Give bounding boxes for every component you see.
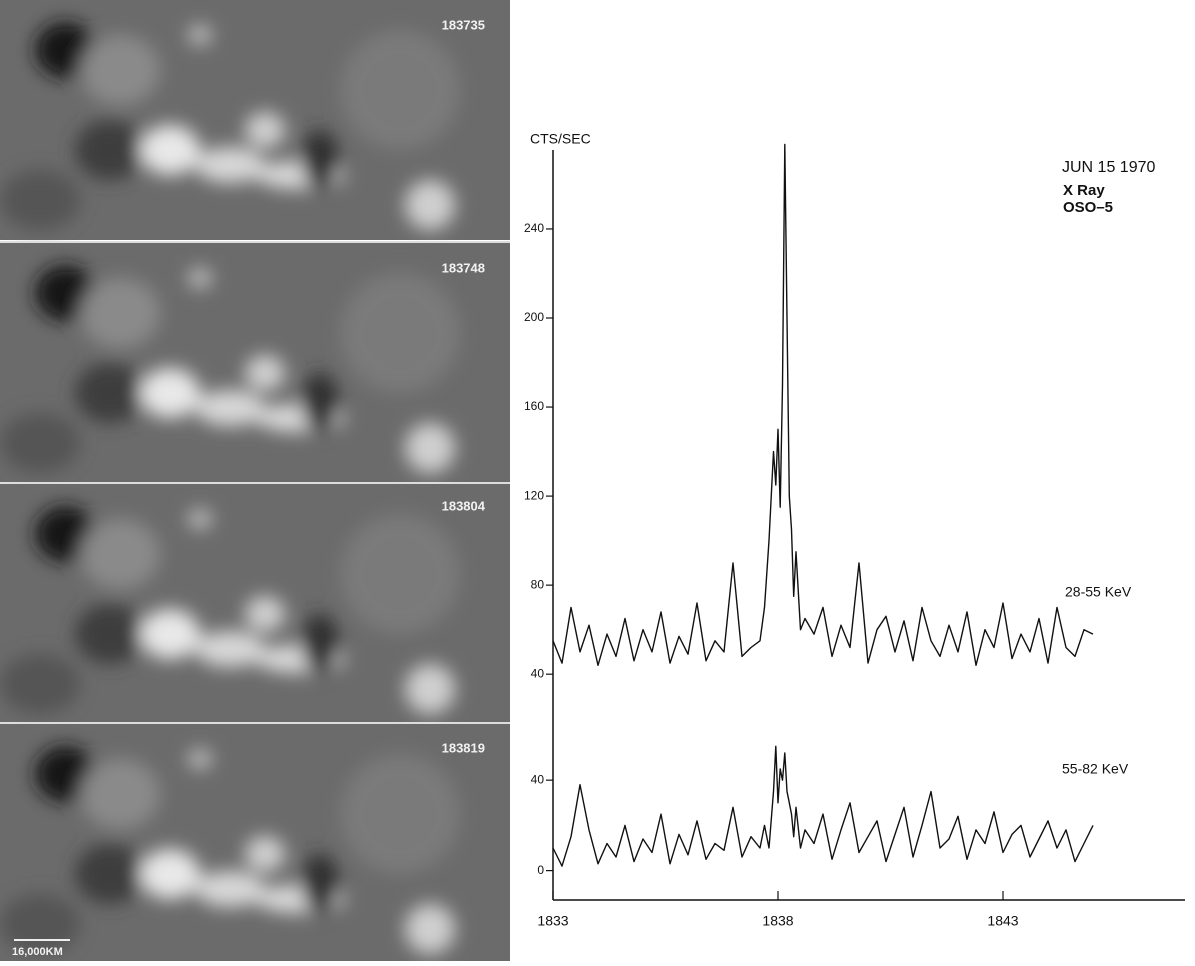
y-tick-label: 120 <box>524 488 544 502</box>
data-line <box>552 143 1094 666</box>
solar-images: 183735 183748 183804 183819 16,000KM <box>0 0 510 961</box>
chart-title: JUN 15 1970 <box>1062 159 1155 176</box>
series-label: 55-82 KeV <box>1062 761 1129 777</box>
chart-subtitle: OSO–5 <box>1063 199 1113 216</box>
panel-time: 183735 <box>442 17 485 32</box>
y-tick-label: 0 <box>537 863 544 877</box>
y-tick-label: 240 <box>524 221 544 235</box>
chart-subtitle: X Ray <box>1063 182 1105 199</box>
panel-time: 183819 <box>442 740 485 755</box>
x-tick-label: 1843 <box>987 913 1018 929</box>
y-tick-label: 40 <box>531 666 545 680</box>
panel-time: 183748 <box>442 260 485 275</box>
panel-time: 183804 <box>442 498 486 513</box>
x-tick-label: 1833 <box>537 913 568 929</box>
solar-panel <box>0 0 510 240</box>
x-tick-label: 1838 <box>762 913 793 929</box>
solar-panel <box>0 724 510 961</box>
data-line <box>552 745 1094 867</box>
scale-label: 16,000KM <box>12 946 63 958</box>
y-axis-label: CTS/SEC <box>530 131 591 147</box>
y-tick-label: 200 <box>524 310 544 324</box>
y-tick-label: 160 <box>524 399 544 413</box>
y-tick-label: 40 <box>531 772 545 786</box>
y-tick-label: 80 <box>531 577 545 591</box>
solar-panel <box>0 484 510 724</box>
series-label: 28-55 KeV <box>1065 584 1132 600</box>
solar-panel <box>0 243 510 483</box>
